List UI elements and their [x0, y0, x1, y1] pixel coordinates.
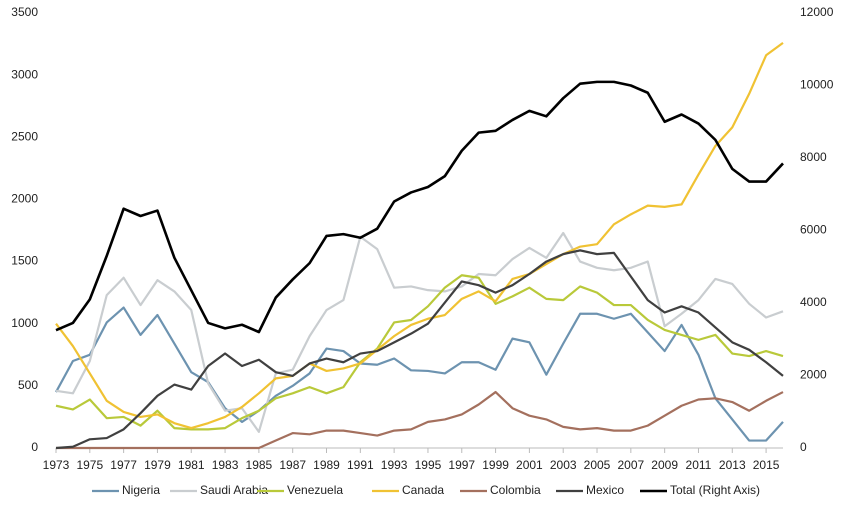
- x-tick-label: 2009: [651, 458, 678, 472]
- y2-tick-label: 10000: [800, 78, 834, 92]
- series-line: [55, 274, 784, 431]
- legend-label: Colombia: [490, 483, 541, 497]
- legend-label: Nigeria: [122, 483, 160, 497]
- y2-tick-label: 12000: [800, 5, 834, 19]
- legend-label: Mexico: [586, 483, 624, 497]
- y2-tick-label: 4000: [800, 295, 827, 309]
- legend-label: Canada: [402, 483, 444, 497]
- y-tick-label: 3500: [11, 5, 38, 19]
- x-tick-label: 1997: [448, 458, 475, 472]
- x-tick-label: 1987: [279, 458, 306, 472]
- legend-label: Saudi Arabia: [200, 483, 268, 497]
- x-tick-label: 1977: [110, 458, 137, 472]
- y-tick-label: 1500: [11, 254, 38, 268]
- series-line: [56, 390, 784, 450]
- y-tick-label: 3000: [11, 67, 38, 81]
- series-line: [55, 306, 784, 442]
- y2-tick-label: 8000: [800, 150, 827, 164]
- x-tick-label: 1985: [246, 458, 273, 472]
- x-tick-label: 2003: [550, 458, 577, 472]
- y2-tick-label: 0: [800, 440, 807, 454]
- x-tick-label: 1981: [178, 458, 205, 472]
- x-tick-label: 1989: [313, 458, 340, 472]
- x-tick-label: 2013: [719, 458, 746, 472]
- x-tick-label: 1991: [347, 458, 374, 472]
- x-tick-label: 2005: [584, 458, 611, 472]
- x-tick-label: 2001: [516, 458, 543, 472]
- y2-tick-label: 2000: [800, 368, 827, 382]
- x-tick-label: 1993: [381, 458, 408, 472]
- y2-tick-label: 6000: [800, 223, 827, 237]
- y-tick-label: 1000: [11, 316, 38, 330]
- x-tick-label: 1975: [76, 458, 103, 472]
- x-tick-label: 2011: [686, 458, 712, 472]
- series-line: [55, 249, 784, 450]
- y-tick-label: 0: [31, 440, 38, 454]
- y-tick-label: 500: [18, 378, 38, 392]
- series-line: [55, 80, 784, 334]
- legend-label: Venezuela: [287, 483, 343, 497]
- x-tick-label: 2007: [617, 458, 644, 472]
- x-tick-label: 1973: [43, 458, 70, 472]
- x-tick-label: 2015: [753, 458, 780, 472]
- legend-label: Total (Right Axis): [670, 483, 760, 497]
- series-line: [55, 231, 784, 433]
- x-tick-label: 1979: [144, 458, 171, 472]
- x-tick-label: 1995: [415, 458, 442, 472]
- x-tick-label: 1983: [212, 458, 239, 472]
- y-tick-label: 2000: [11, 192, 38, 206]
- series-line: [55, 41, 784, 430]
- x-tick-label: 1999: [482, 458, 509, 472]
- y-tick-label: 2500: [11, 129, 38, 143]
